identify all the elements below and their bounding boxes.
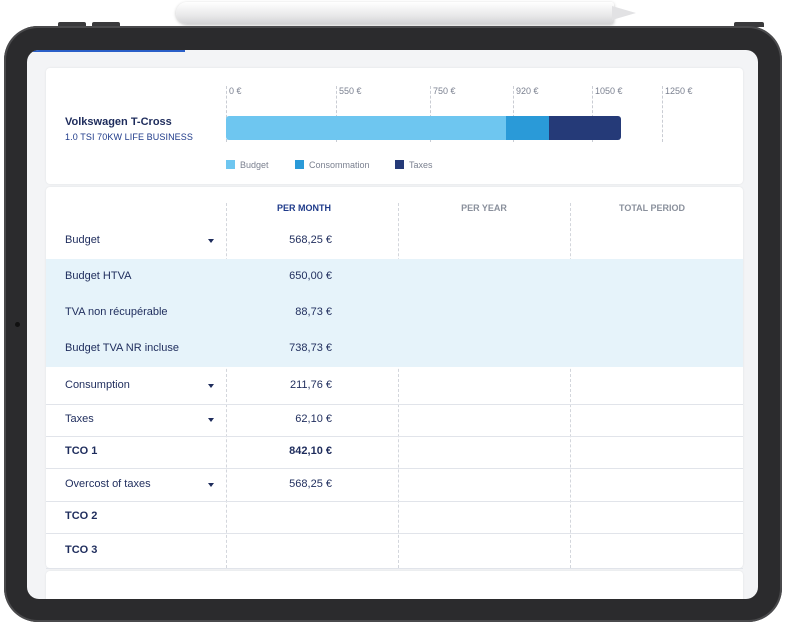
volume-button <box>58 22 86 27</box>
x-gridline <box>592 86 593 142</box>
row-label: TCO 1 <box>65 445 98 457</box>
next-card <box>46 571 743 599</box>
x-tick-label: 920 € <box>513 86 539 96</box>
legend-label: Taxes <box>409 160 433 170</box>
loading-progress-line <box>27 50 185 52</box>
app-screen: Volkswagen T-Cross 1.0 TSI 70KW LIFE BUS… <box>27 50 758 599</box>
chevron-down-icon[interactable] <box>208 418 214 422</box>
row-label: TCO 3 <box>65 543 98 556</box>
apple-pencil <box>176 2 614 24</box>
row-label: TVA non récupérable <box>65 306 168 318</box>
per-month-value: 211,76 € <box>289 378 332 391</box>
legend-label: Budget <box>240 160 269 170</box>
legend-consommation: Consommation <box>295 160 370 170</box>
legend-swatch <box>226 160 235 169</box>
legend-label: Consommation <box>309 160 370 170</box>
x-gridline <box>336 86 337 142</box>
per-month-value: 568,25 € <box>289 234 332 246</box>
per-month-value: 738,73 € <box>289 342 332 354</box>
bar-segment-taxes <box>549 116 621 140</box>
chevron-down-icon[interactable] <box>208 239 214 243</box>
legend-swatch <box>295 160 304 169</box>
x-tick-text: 920 € <box>516 86 539 96</box>
power-button <box>734 22 764 27</box>
vehicle-cost-chart-card: Volkswagen T-Cross 1.0 TSI 70KW LIFE BUS… <box>46 68 743 184</box>
table-row[interactable]: Consumption 211,76 € <box>46 367 743 405</box>
table-row: Budget TVA NR incluse 738,73 € <box>46 331 743 368</box>
row-label: Budget <box>65 234 100 246</box>
row-label: Overcost of taxes <box>65 477 151 490</box>
x-tick-label: 550 € <box>336 86 362 96</box>
row-label: Taxes <box>65 413 94 425</box>
per-month-value: 568,25 € <box>289 477 332 490</box>
bar-segment-budget <box>226 116 506 140</box>
per-month-value: 62,10 € <box>295 413 332 425</box>
vehicle-version: 1.0 TSI 70KW LIFE BUSINESS <box>65 132 193 142</box>
x-tick-text: 550 € <box>339 86 362 96</box>
table-row: TVA non récupérable 88,73 € <box>46 295 743 332</box>
x-tick-text: 1050 € <box>595 86 623 96</box>
per-month-value: 88,73 € <box>295 306 332 318</box>
x-gridline <box>662 86 663 142</box>
per-month-value: 842,10 € <box>289 445 332 457</box>
table-row: TCO 1 842,10 € <box>46 436 743 469</box>
chevron-down-icon[interactable] <box>208 383 214 388</box>
x-tick-text: 0 € <box>229 86 242 96</box>
x-tick-label: 0 € <box>226 86 242 96</box>
row-label: Consumption <box>65 378 130 391</box>
chevron-down-icon[interactable] <box>208 482 214 487</box>
column-header-per-month[interactable]: PER MONTH <box>277 203 331 213</box>
table-row[interactable]: Taxes 62,10 € <box>46 404 743 437</box>
column-divider <box>226 203 227 568</box>
column-header-per-year[interactable]: PER YEAR <box>461 203 507 213</box>
x-gridline <box>513 86 514 142</box>
cost-table-card: PER MONTH PER YEAR TOTAL PERIOD Budget 56… <box>46 187 743 569</box>
table-row: TCO 2 <box>46 501 743 534</box>
bar-segment-consommation <box>506 116 549 140</box>
table-row[interactable]: Budget 568,25 € <box>46 223 743 260</box>
pencil-tip <box>612 6 636 20</box>
row-label: Budget TVA NR incluse <box>65 342 179 354</box>
x-gridline <box>226 86 227 142</box>
x-tick-label: 1250 € <box>662 86 693 96</box>
x-gridline <box>430 86 431 142</box>
x-tick-label: 750 € <box>430 86 456 96</box>
row-label: TCO 2 <box>65 510 98 522</box>
legend-taxes: Taxes <box>395 160 433 170</box>
column-divider <box>398 203 399 568</box>
table-row: Budget HTVA 650,00 € <box>46 259 743 296</box>
volume-button <box>92 22 120 27</box>
per-month-value: 650,00 € <box>289 270 332 282</box>
vehicle-name: Volkswagen T-Cross <box>65 116 172 128</box>
legend-budget: Budget <box>226 160 269 170</box>
camera <box>15 322 20 327</box>
x-tick-text: 750 € <box>433 86 456 96</box>
column-divider <box>570 203 571 568</box>
x-tick-text: 1250 € <box>665 86 693 96</box>
row-label: Budget HTVA <box>65 270 132 282</box>
x-tick-label: 1050 € <box>592 86 623 96</box>
table-row[interactable]: Overcost of taxes 568,25 € <box>46 468 743 502</box>
column-header-total-period[interactable]: TOTAL PERIOD <box>618 203 685 213</box>
legend-swatch <box>395 160 404 169</box>
table-row: TCO 3 <box>46 533 743 569</box>
